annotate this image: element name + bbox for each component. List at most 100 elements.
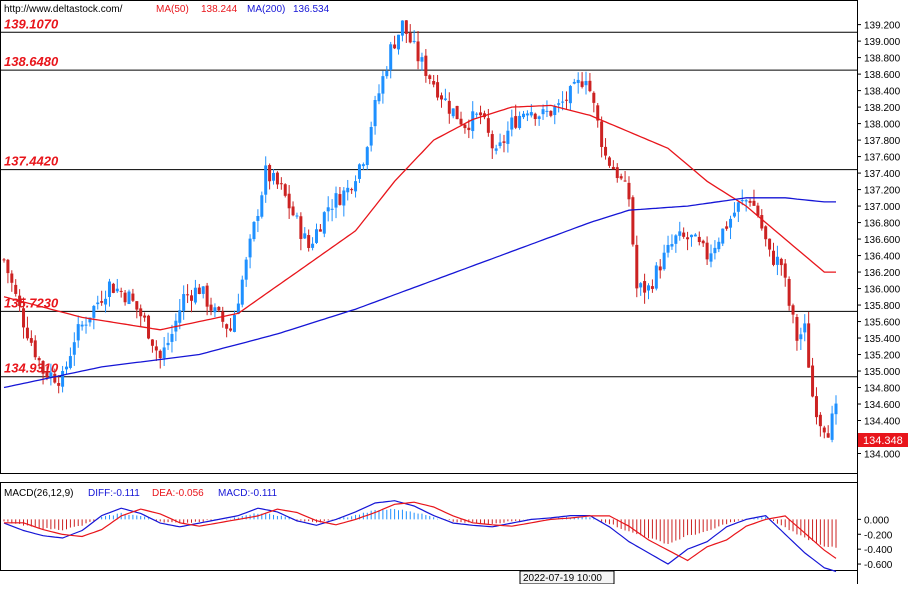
candle-body xyxy=(61,371,65,387)
candle-body xyxy=(674,235,678,244)
level-label: 138.6480 xyxy=(4,54,59,69)
candle-body xyxy=(772,250,776,265)
candle-body xyxy=(701,240,705,244)
candle-body xyxy=(361,164,365,167)
candles xyxy=(2,20,838,443)
candle-body xyxy=(732,212,736,217)
candle-body xyxy=(295,215,299,217)
candle-body xyxy=(783,263,787,278)
candle-body xyxy=(670,244,674,247)
price-tick-label: 137.600 xyxy=(864,153,901,164)
candle-body xyxy=(479,112,483,116)
candle-body xyxy=(154,346,158,351)
candle-body xyxy=(404,20,408,34)
candle-body xyxy=(37,358,41,361)
macd-diff-line xyxy=(3,500,837,573)
level-label: 137.4420 xyxy=(4,154,59,169)
candle-body xyxy=(721,228,725,244)
price-tick-label: 139.200 xyxy=(864,21,901,32)
candle-body xyxy=(744,200,748,202)
candle-body xyxy=(549,110,553,116)
candle-body xyxy=(213,307,217,313)
macd-tick-label: -0.600 xyxy=(864,560,893,571)
price-tick-label: 137.400 xyxy=(864,169,901,180)
candle-body xyxy=(123,292,127,303)
candle-body xyxy=(756,205,760,216)
candle-body xyxy=(240,279,244,305)
candle-body xyxy=(326,207,330,212)
price-tick-label: 135.400 xyxy=(864,334,901,345)
candle-body xyxy=(787,279,791,306)
candle-body xyxy=(186,294,190,296)
candle-body xyxy=(29,338,33,343)
price-tick-label: 138.600 xyxy=(864,70,901,81)
candle-body xyxy=(592,92,596,103)
price-axis-ticks: 139.200 139.000 138.800 138.600 138.400 138.2… xyxy=(857,21,901,461)
candle-body xyxy=(377,93,381,102)
candle-body xyxy=(814,396,818,418)
candle-body xyxy=(166,342,170,346)
macd-dea-value: DEA:-0.056 xyxy=(152,488,204,499)
candle-body xyxy=(662,252,666,270)
candle-body xyxy=(686,237,690,240)
ma50-line xyxy=(3,104,836,331)
candle-body xyxy=(334,193,338,208)
candle-body xyxy=(432,81,436,85)
candle-body xyxy=(580,81,584,87)
candle-body xyxy=(514,116,518,128)
candle-body xyxy=(803,323,807,333)
candle-body xyxy=(561,101,565,103)
main-plot-frame xyxy=(0,0,858,474)
candle-body xyxy=(826,433,830,438)
candle-body xyxy=(697,236,701,243)
level-label: 135.7230 xyxy=(4,295,59,310)
candle-body xyxy=(303,233,307,239)
source-url[interactable]: http://www.deltastock.com/ xyxy=(4,4,123,15)
candle-body xyxy=(568,86,572,104)
candle-body xyxy=(393,44,397,49)
candle-body xyxy=(412,40,416,42)
candle-body xyxy=(611,166,615,170)
candle-body xyxy=(572,81,576,84)
candle-body xyxy=(775,256,779,265)
candle-body xyxy=(643,281,647,293)
price-tick-label: 134.400 xyxy=(864,417,901,428)
candle-body xyxy=(506,130,510,144)
candle-body xyxy=(717,241,721,250)
candle-body xyxy=(25,327,29,339)
candle-body xyxy=(760,215,764,229)
price-tick-label: 136.600 xyxy=(864,235,901,246)
macd-indicator: 0.000 -0.200 -0.400 -0.600 xyxy=(3,500,893,573)
level-label: 139.1070 xyxy=(4,16,59,31)
candle-body xyxy=(170,333,174,342)
candle-body xyxy=(119,290,123,292)
candle-body xyxy=(96,302,100,305)
candle-body xyxy=(33,340,37,358)
candle-body xyxy=(162,347,166,359)
candle-body xyxy=(76,324,80,341)
candle-body xyxy=(283,184,287,196)
candle-body xyxy=(354,181,358,192)
candle-body xyxy=(272,172,276,181)
price-tick-label: 136.400 xyxy=(864,252,901,263)
candle-body xyxy=(607,157,611,166)
candle-body xyxy=(639,283,643,288)
candle-body xyxy=(467,127,471,131)
price-tick-label: 138.000 xyxy=(864,120,901,131)
current-price-label: 134.348 xyxy=(863,435,903,447)
ma200-label: MA(200) xyxy=(247,4,285,15)
candle-body xyxy=(342,190,346,206)
candle-body xyxy=(311,243,315,248)
candle-body xyxy=(748,200,752,203)
candle-body xyxy=(494,148,498,151)
price-tick-label: 139.000 xyxy=(864,37,901,48)
candle-body xyxy=(244,259,248,280)
candle-body xyxy=(807,323,811,368)
candle-body xyxy=(822,427,826,433)
candle-body xyxy=(135,301,139,310)
candle-body xyxy=(397,34,401,50)
candle-body xyxy=(209,304,213,311)
price-tick-label: 136.000 xyxy=(864,285,901,296)
